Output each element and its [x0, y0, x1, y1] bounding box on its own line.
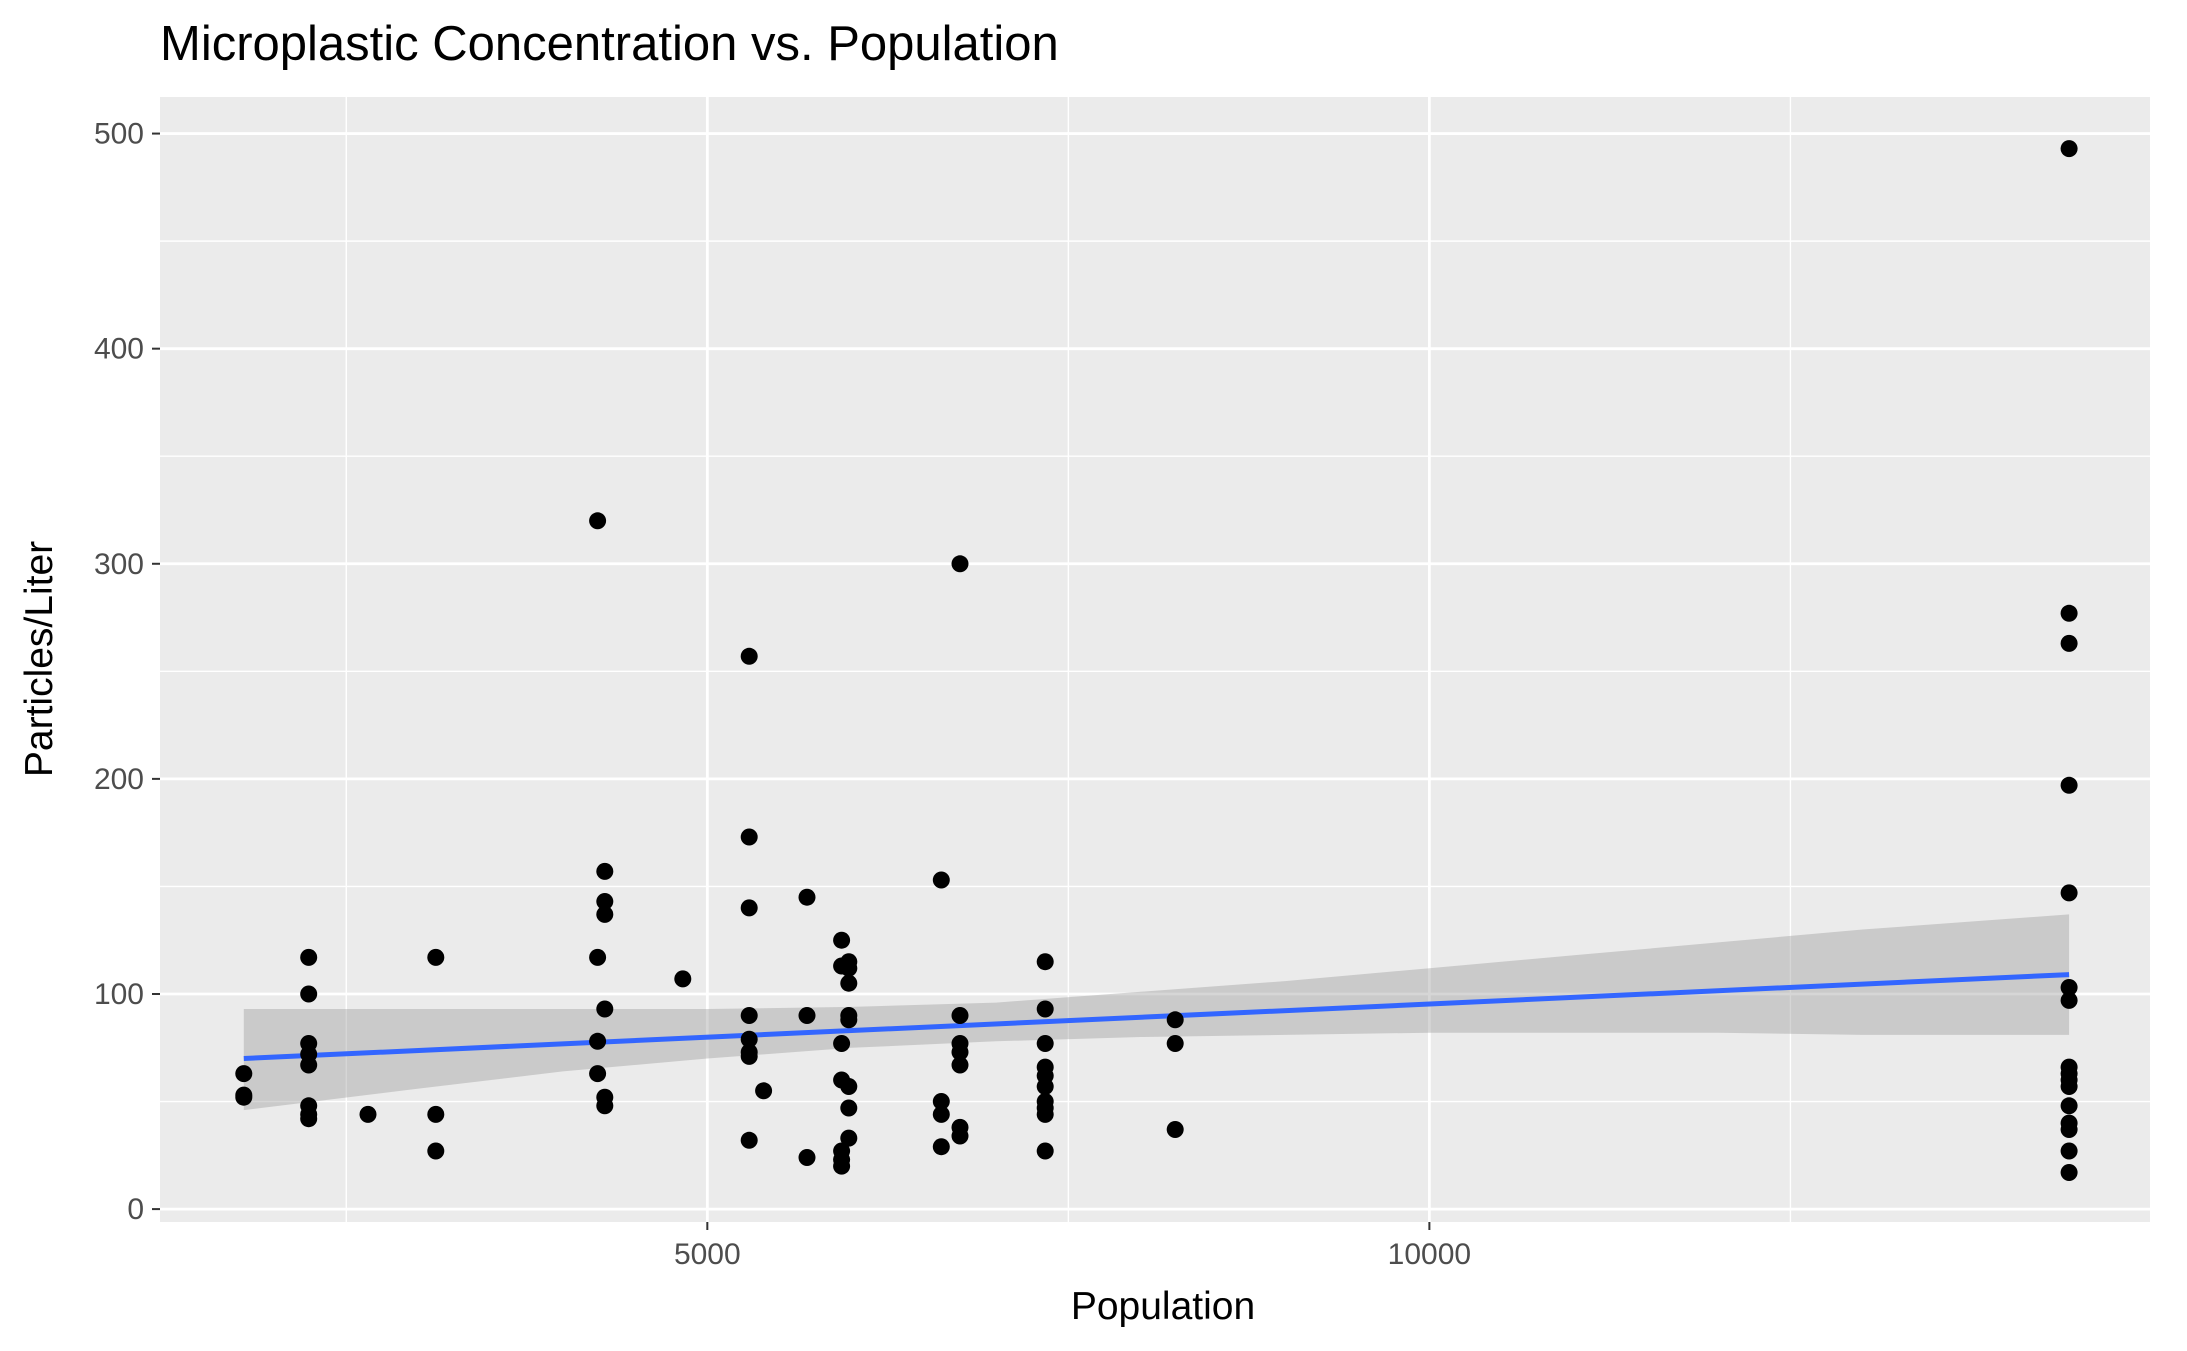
- data-point: [755, 1082, 773, 1100]
- data-point: [300, 1056, 318, 1074]
- data-point: [840, 1078, 858, 1095]
- data-point: [300, 948, 318, 966]
- data-point: [674, 970, 692, 988]
- points-layer: [235, 140, 2078, 1181]
- data-point: [1036, 1078, 1054, 1095]
- data-point: [359, 1105, 377, 1123]
- data-point: [596, 1097, 614, 1115]
- y-axis: 0 100 200 300 400 500: [94, 118, 160, 1226]
- data-point: [235, 1088, 253, 1106]
- data-point: [1036, 953, 1054, 971]
- data-point: [798, 1149, 816, 1166]
- data-point: [589, 948, 607, 966]
- y-tick-label: 0: [127, 1193, 144, 1226]
- data-point: [840, 974, 858, 992]
- data-point: [798, 888, 816, 906]
- chart-title: Microplastic Concentration vs. Populatio…: [160, 17, 1059, 71]
- data-point: [740, 828, 758, 846]
- fit-line-layer: [243, 972, 2070, 1061]
- data-point: [596, 905, 614, 923]
- data-point: [840, 1011, 858, 1029]
- x-axis-title: Population: [1071, 1285, 1255, 1328]
- data-point: [596, 893, 614, 910]
- data-point: [1036, 1142, 1054, 1160]
- data-point: [1166, 1121, 1184, 1138]
- data-point: [2060, 140, 2078, 158]
- y-axis-title: Particles/Liter: [18, 541, 61, 777]
- y-tick-label: 200: [94, 763, 144, 796]
- data-point: [427, 948, 445, 966]
- data-point: [951, 555, 969, 573]
- data-point: [798, 1007, 816, 1024]
- data-point: [833, 931, 851, 949]
- data-point: [2060, 1078, 2078, 1095]
- data-point: [2060, 776, 2078, 794]
- data-point: [932, 1093, 950, 1110]
- data-point: [235, 1065, 253, 1083]
- data-point: [2060, 1142, 2078, 1160]
- data-point: [300, 1110, 318, 1128]
- y-tick-label: 300: [94, 548, 144, 581]
- data-point: [1036, 1105, 1054, 1123]
- data-point: [740, 1047, 758, 1065]
- y-tick-label: 400: [94, 333, 144, 366]
- data-point: [300, 985, 318, 1003]
- data-point: [1036, 1035, 1054, 1052]
- grid-minor: [160, 97, 2150, 1222]
- data-point: [2060, 1121, 2078, 1138]
- data-point: [2060, 1164, 2078, 1181]
- data-point: [740, 899, 758, 917]
- data-point: [833, 1157, 851, 1175]
- data-point: [427, 1105, 445, 1123]
- data-point: [840, 1099, 858, 1117]
- data-point: [932, 1138, 950, 1156]
- data-point: [589, 1065, 607, 1083]
- data-point: [2060, 991, 2078, 1009]
- x-tick-label: 5000: [674, 1238, 741, 1271]
- data-point: [2060, 634, 2078, 652]
- data-point: [951, 1043, 969, 1061]
- data-point: [596, 862, 614, 880]
- confidence-band: [243, 914, 2070, 1111]
- plot-panel: [160, 97, 2150, 1222]
- data-point: [740, 1131, 758, 1149]
- data-point: [589, 1032, 607, 1050]
- data-point: [589, 512, 607, 530]
- fit-line: [243, 972, 2070, 1061]
- grid-major: [160, 97, 2150, 1222]
- data-point: [2060, 604, 2078, 622]
- data-point: [951, 1056, 969, 1074]
- data-point: [1166, 1035, 1184, 1052]
- y-tick-label: 500: [94, 118, 144, 151]
- data-point: [427, 1142, 445, 1160]
- data-point: [740, 647, 758, 665]
- data-point: [1036, 1000, 1054, 1018]
- data-point: [596, 1000, 614, 1018]
- confidence-band-layer: [243, 914, 2070, 1111]
- data-point: [2060, 979, 2078, 996]
- data-point: [840, 1129, 858, 1147]
- data-point: [2060, 1097, 2078, 1115]
- data-point: [1166, 1011, 1184, 1029]
- data-point: [833, 1035, 851, 1052]
- data-point: [951, 1127, 969, 1145]
- y-tick-label: 100: [94, 978, 144, 1011]
- x-axis: 5000 10000: [674, 1222, 1471, 1271]
- x-tick-label: 10000: [1388, 1238, 1471, 1271]
- data-point: [740, 1007, 758, 1024]
- data-point: [932, 1105, 950, 1123]
- data-point: [840, 959, 858, 977]
- data-point: [932, 871, 950, 889]
- data-point: [740, 1030, 758, 1048]
- data-point: [2060, 884, 2078, 902]
- data-point: [951, 1007, 969, 1024]
